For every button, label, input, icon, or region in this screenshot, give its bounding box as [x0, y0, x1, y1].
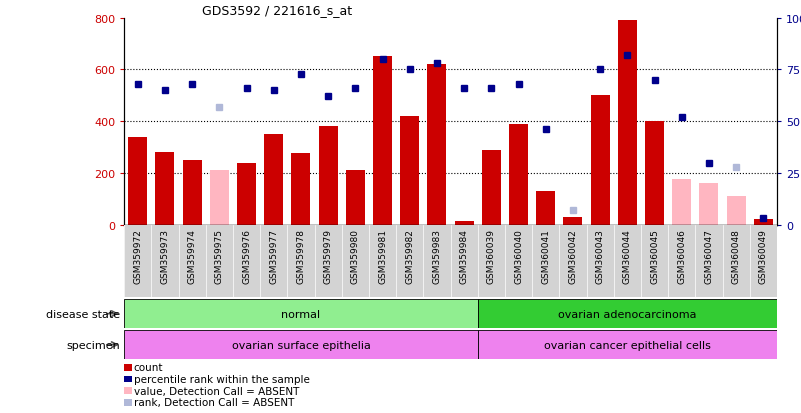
Text: count: count [134, 363, 163, 373]
Bar [128, 137, 147, 225]
Text: ovarian adenocarcinoma: ovarian adenocarcinoma [558, 309, 697, 319]
Bar [237, 163, 256, 225]
Text: GSM359976: GSM359976 [242, 229, 251, 284]
Bar [319, 127, 338, 225]
Bar [727, 197, 746, 225]
Text: specimen: specimen [66, 340, 120, 350]
Bar [124, 330, 477, 359]
Bar [124, 299, 477, 328]
Text: GSM359973: GSM359973 [160, 229, 170, 284]
Text: GSM360046: GSM360046 [678, 229, 686, 283]
Text: GDS3592 / 221616_s_at: GDS3592 / 221616_s_at [203, 5, 352, 17]
Bar [509, 124, 528, 225]
Bar [563, 217, 582, 225]
Text: GSM359977: GSM359977 [269, 229, 278, 284]
Bar [672, 180, 691, 225]
Text: GSM360047: GSM360047 [704, 229, 714, 283]
Text: GSM360039: GSM360039 [487, 229, 496, 284]
Bar [477, 299, 777, 328]
Bar [455, 221, 473, 225]
Bar [264, 135, 284, 225]
Bar [477, 330, 777, 359]
Bar [699, 184, 718, 225]
Text: ovarian surface epithelia: ovarian surface epithelia [231, 340, 370, 350]
Text: GSM359974: GSM359974 [187, 229, 197, 283]
Text: GSM360048: GSM360048 [731, 229, 741, 283]
Bar [536, 192, 555, 225]
Bar [428, 65, 446, 225]
Text: GSM359979: GSM359979 [324, 229, 332, 284]
Text: GSM360041: GSM360041 [541, 229, 550, 283]
Text: value, Detection Call = ABSENT: value, Detection Call = ABSENT [134, 386, 299, 396]
Text: GSM359981: GSM359981 [378, 229, 387, 284]
Text: GSM360042: GSM360042 [569, 229, 578, 283]
Bar [482, 150, 501, 225]
Bar [400, 116, 419, 225]
Text: GSM359982: GSM359982 [405, 229, 414, 283]
Text: ovarian cancer epithelial cells: ovarian cancer epithelial cells [544, 340, 710, 350]
Text: GSM359972: GSM359972 [133, 229, 143, 283]
Text: GSM360049: GSM360049 [759, 229, 768, 283]
Text: GSM359980: GSM359980 [351, 229, 360, 284]
Text: GSM360040: GSM360040 [514, 229, 523, 283]
Text: GSM359978: GSM359978 [296, 229, 305, 284]
Bar [645, 122, 664, 225]
Text: GSM359983: GSM359983 [433, 229, 441, 284]
Text: GSM359975: GSM359975 [215, 229, 223, 284]
Bar [373, 57, 392, 225]
Text: rank, Detection Call = ABSENT: rank, Detection Call = ABSENT [134, 397, 294, 407]
Text: disease state: disease state [46, 309, 120, 319]
Bar [292, 154, 311, 225]
Text: GSM360043: GSM360043 [596, 229, 605, 283]
Bar [155, 153, 175, 225]
Bar [183, 161, 202, 225]
Bar [754, 220, 773, 225]
Bar [346, 171, 365, 225]
Text: normal: normal [281, 309, 320, 319]
Bar [590, 96, 610, 225]
Text: percentile rank within the sample: percentile rank within the sample [134, 374, 310, 384]
Text: GSM360044: GSM360044 [623, 229, 632, 283]
Text: GSM360045: GSM360045 [650, 229, 659, 283]
Bar [618, 21, 637, 225]
Bar [210, 171, 229, 225]
Text: GSM359984: GSM359984 [460, 229, 469, 283]
